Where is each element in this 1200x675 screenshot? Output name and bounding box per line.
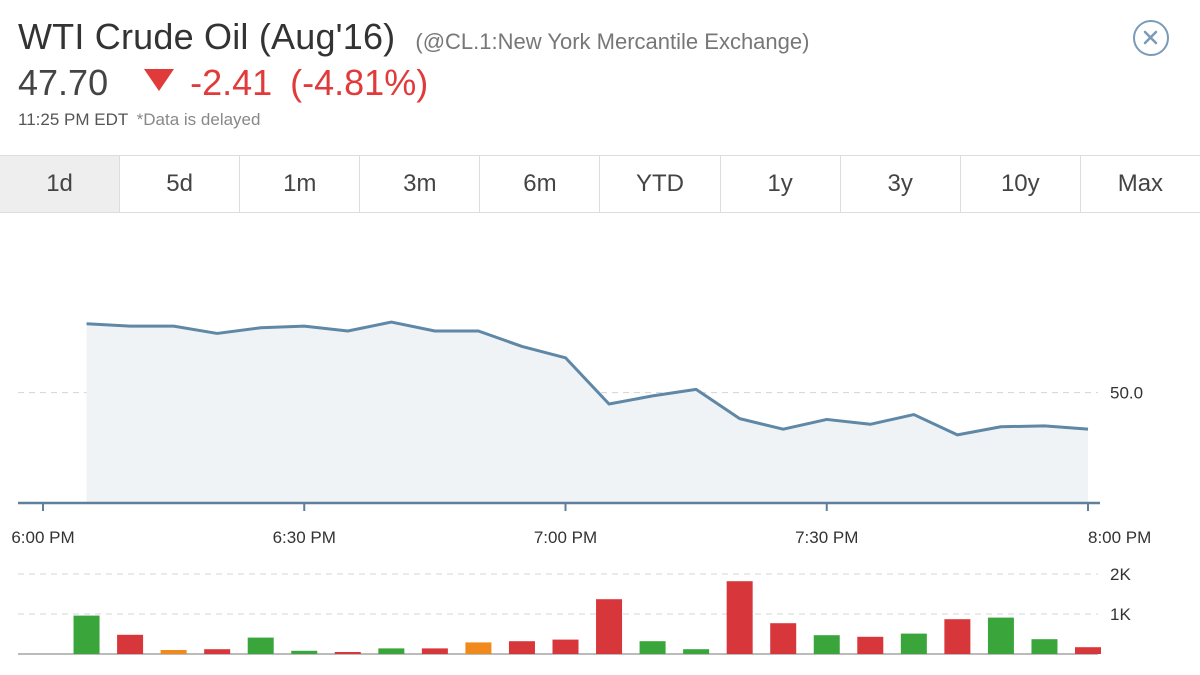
volume-bar (596, 599, 623, 654)
volume-tick-label: 1K (1110, 605, 1131, 624)
volume-bar (1075, 647, 1101, 654)
price-point (825, 418, 828, 421)
volume-bar (770, 623, 797, 654)
price-point (738, 417, 741, 420)
timestamp-row: 11:25 PM EDT *Data is delayed (18, 110, 1178, 130)
quote-time: 11:25 PM EDT (18, 110, 128, 129)
volume-bar (204, 649, 231, 654)
price-point (433, 330, 436, 333)
price-point (999, 425, 1002, 428)
x-tick-label: 6:00 PM (11, 528, 74, 547)
price-point (608, 403, 611, 406)
tab-5d[interactable]: 5d (120, 156, 241, 212)
volume-tick-label: 2K (1110, 565, 1131, 584)
instrument-title: WTI Crude Oil (Aug'16) (18, 16, 396, 57)
tab-3y[interactable]: 3y (841, 156, 961, 212)
tab-1m[interactable]: 1m (240, 156, 361, 212)
x-tick-label: 8:00 PM (1088, 528, 1151, 547)
volume-bar (247, 637, 274, 654)
price-row: 47.70 -2.41 (-4.81%) (18, 62, 1178, 104)
x-tick-label: 7:00 PM (534, 528, 597, 547)
price-area (86, 322, 1088, 503)
close-circle-icon (1143, 30, 1158, 45)
price-point (390, 321, 393, 324)
price-point (695, 388, 698, 391)
volume-bar (73, 615, 100, 654)
exchange-label: (@CL.1:New York Mercantile Exchange) (415, 29, 810, 54)
price-point (216, 332, 219, 335)
last-price: 47.70 (18, 62, 109, 103)
volume-bar (465, 642, 492, 654)
range-tabs: 1d 5d 1m 3m 6m YTD 1y 3y 10y Max (0, 155, 1200, 213)
tab-10y[interactable]: 10y (961, 156, 1081, 212)
price-point (303, 325, 306, 328)
volume-bar (291, 650, 318, 654)
volume-bar (117, 634, 144, 654)
volume-bar (552, 639, 579, 654)
price-change-percent: (-4.81%) (290, 62, 429, 103)
volume-bar (508, 641, 535, 654)
tab-max[interactable]: Max (1117, 170, 1164, 197)
tab-1y[interactable]: 1y (721, 156, 841, 212)
close-button[interactable] (1133, 20, 1169, 56)
quote-header: WTI Crude Oil (Aug'16) (@CL.1:New York M… (18, 16, 1178, 146)
price-point (85, 322, 88, 325)
volume-bar (683, 649, 710, 654)
price-point (564, 356, 567, 359)
x-tick-label: 7:30 PM (795, 528, 858, 547)
tab-3m[interactable]: 3m (360, 156, 481, 212)
title-row: WTI Crude Oil (Aug'16) (@CL.1:New York M… (18, 16, 1178, 58)
price-line (86, 320, 1089, 437)
volume-bar (160, 650, 187, 654)
price-point (869, 423, 872, 426)
delay-note: *Data is delayed (136, 110, 261, 129)
price-point (172, 325, 175, 328)
price-point (1043, 424, 1046, 427)
volume-bar (726, 581, 753, 654)
volume-bar (639, 641, 666, 654)
volume-bar (944, 619, 971, 654)
price-point (651, 394, 654, 397)
tab-1d[interactable]: 1d (0, 156, 121, 212)
tab-6m[interactable]: 6m (480, 156, 601, 212)
price-point (346, 330, 349, 333)
price-point (956, 433, 959, 436)
price-volume-chart[interactable]: 50.0 6:00 PM 6:30 PM 7:00 PM 7:30 PM 8:00 PM 1… (0, 213, 1200, 675)
volume-bar (421, 648, 448, 654)
price-point (912, 413, 915, 416)
price-point (520, 345, 523, 348)
price-point (477, 330, 480, 333)
price-point (259, 326, 262, 329)
price-change: -2.41 (190, 62, 273, 103)
volume-bar (378, 648, 405, 654)
volume-bar (334, 652, 361, 654)
price-point (129, 325, 132, 328)
price-point (782, 428, 785, 431)
volume-bar (857, 636, 884, 654)
price-tick-label: 50.0 (1110, 384, 1143, 403)
triangle-down-icon (144, 69, 175, 91)
x-tick-label: 6:30 PM (273, 528, 336, 547)
tab-ytd[interactable]: YTD (600, 156, 721, 212)
volume-bar (900, 633, 927, 654)
price-point (1087, 428, 1090, 431)
volume-bar (1031, 639, 1058, 654)
volume-bar (813, 635, 840, 654)
volume-bar (987, 617, 1014, 654)
